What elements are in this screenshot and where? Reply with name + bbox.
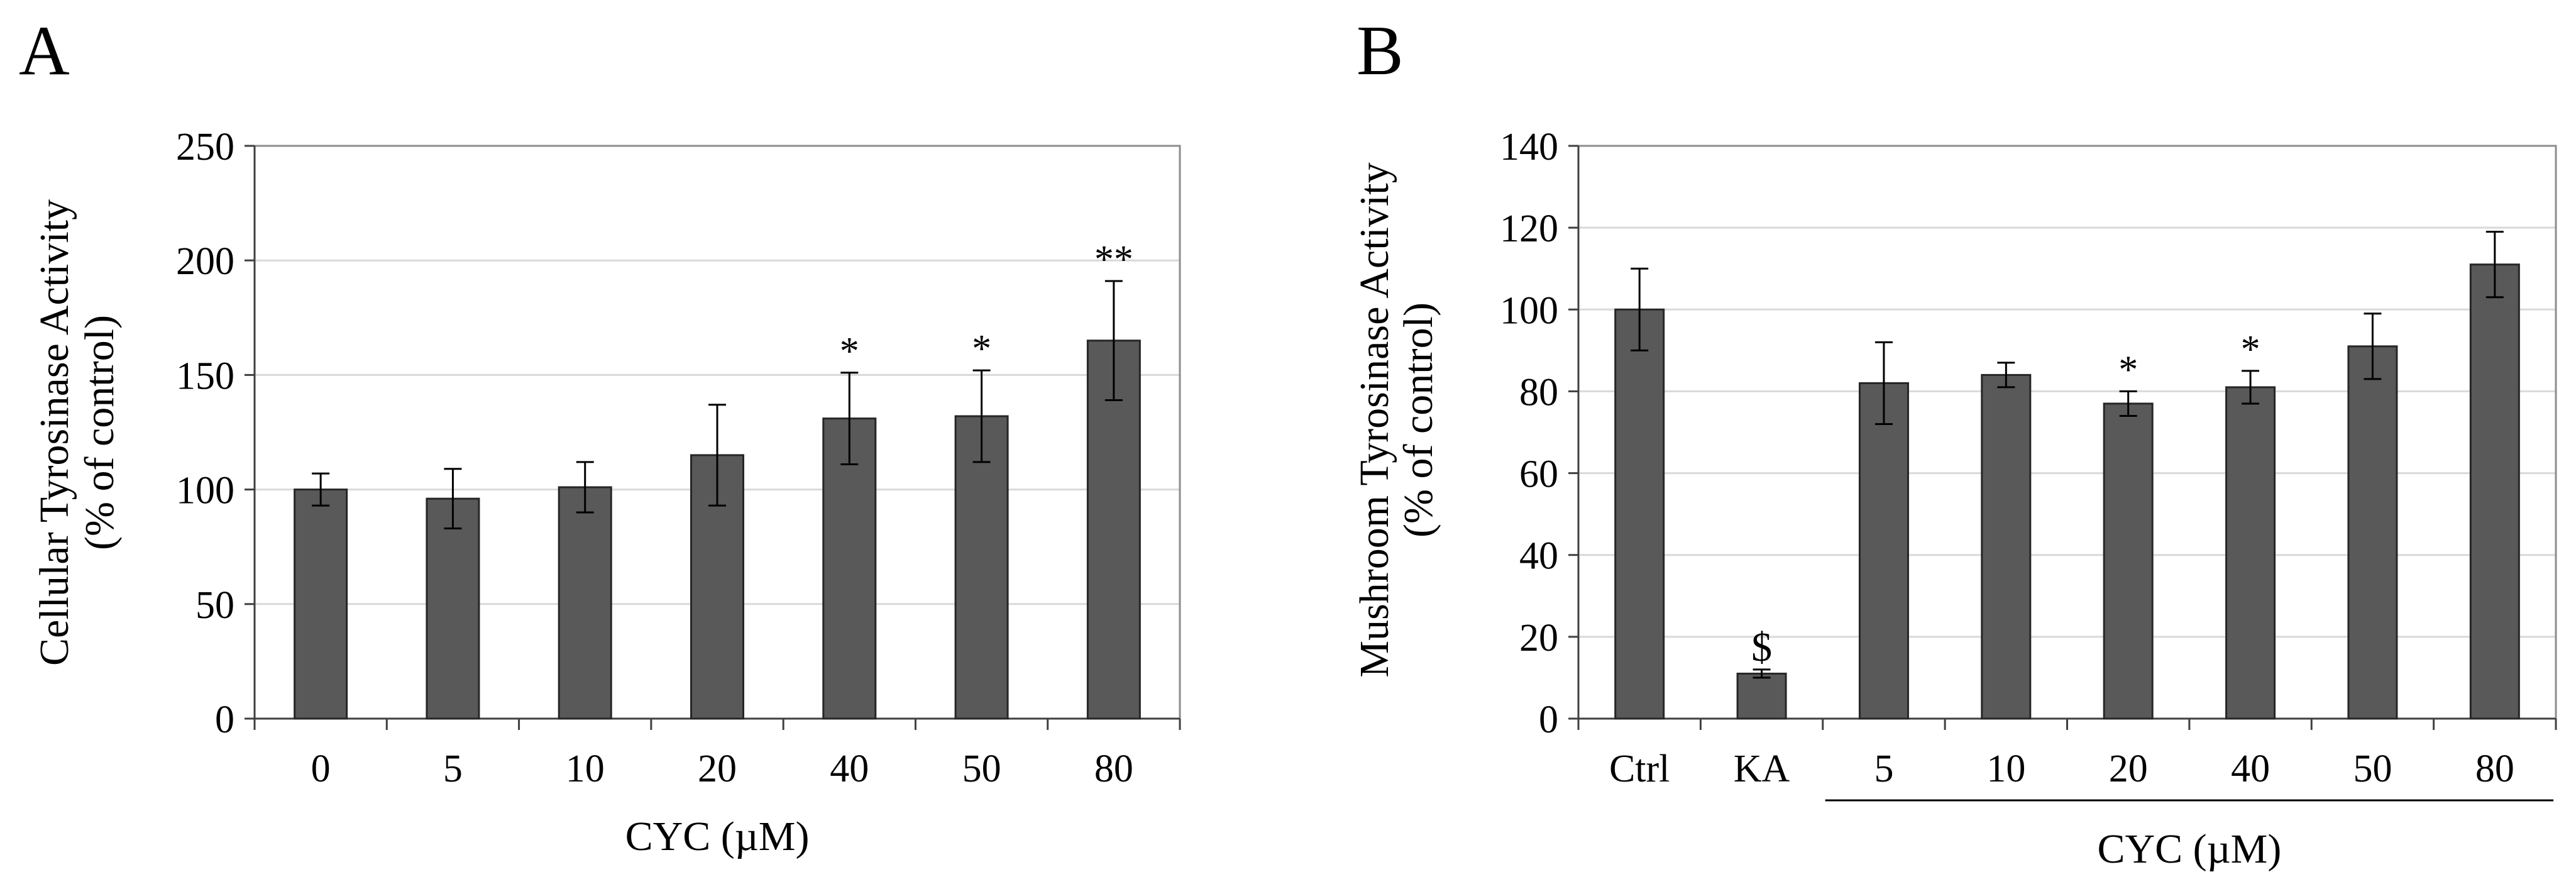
chart-panel-a: A 0 50 100 150 200 250 0 5 10 20 * 40 * 50 ** 80 Cellular… <box>19 12 1181 859</box>
y-tick-label: 20 <box>1519 617 1558 660</box>
bar-ka <box>1736 672 1787 720</box>
y-tick-label: 140 <box>1500 126 1558 168</box>
bar-50 <box>2347 345 2398 720</box>
y-tick-label: 40 <box>1519 535 1558 578</box>
x-tick-label: KA <box>1734 748 1790 790</box>
bar-5 <box>1858 382 1909 720</box>
bar-80 <box>1086 340 1141 720</box>
bar-20 <box>2103 402 2154 720</box>
significance-marker: * <box>972 328 991 370</box>
x-tick-label: 40 <box>830 748 869 790</box>
significance-marker: $ <box>1751 624 1772 670</box>
x-tick-label: 5 <box>1874 748 1893 790</box>
y-tick-label: 80 <box>1519 371 1558 414</box>
x-tick-label: 10 <box>1986 748 2025 790</box>
x-tick-label: 80 <box>1094 748 1133 790</box>
panel-label: B <box>1357 12 1404 90</box>
x-tick-label: Ctrl <box>1609 748 1670 790</box>
x-tick-label: 5 <box>443 748 463 790</box>
y-tick-label: 200 <box>176 240 234 283</box>
bar-0 <box>294 489 348 720</box>
bar-10 <box>1981 373 2032 720</box>
bar-50 <box>954 415 1009 720</box>
significance-marker: * <box>840 330 859 373</box>
significance-marker: * <box>2118 348 2138 391</box>
bar-40 <box>2225 386 2276 720</box>
x-tick-label: 20 <box>2109 748 2148 790</box>
y-tick-label: 250 <box>176 126 234 168</box>
y-axis-label: Mushroom Tyrosinase Activity <box>1351 162 1397 677</box>
x-axis-label: CYC (µM) <box>625 814 810 859</box>
significance-marker: ** <box>1094 238 1133 281</box>
x-tick-label: 0 <box>311 748 331 790</box>
bar-10 <box>558 486 612 720</box>
bar-ctrl <box>1614 308 1665 720</box>
panel-label: A <box>19 12 70 90</box>
plot-frame <box>1577 145 2557 720</box>
y-tick-label: 120 <box>1500 207 1558 250</box>
y-tick-label: 150 <box>176 355 234 397</box>
significance-marker: * <box>2241 328 2260 371</box>
x-tick-label: 80 <box>2475 748 2514 790</box>
y-tick-label: 60 <box>1519 453 1558 496</box>
y-tick-label: 100 <box>176 470 234 512</box>
y-axis-label: Cellular Tyrosinase Activity <box>31 199 77 666</box>
x-tick-label: 50 <box>962 748 1001 790</box>
x-axis-label: CYC (µM) <box>2097 826 2281 872</box>
bar-5 <box>426 497 480 720</box>
y-tick-label: 100 <box>1500 289 1558 332</box>
y-tick-label: 0 <box>1539 698 1558 741</box>
bar-80 <box>2469 263 2520 720</box>
x-tick-label: 10 <box>566 748 605 790</box>
x-tick-label: 50 <box>2353 748 2392 790</box>
y-axis-label-units: (% of control) <box>1395 302 1441 538</box>
y-axis-label-units: (% of control) <box>77 315 123 550</box>
x-tick-label: 20 <box>698 748 737 790</box>
y-tick-label: 50 <box>195 584 234 627</box>
x-tick-label: 40 <box>2231 748 2270 790</box>
chart-panel-b: B 0 20 40 60 80 100 120 140 Ctrl $ KA 5 10 * 20 * 40 50 80 M… <box>1351 12 2557 872</box>
bar-40 <box>822 417 877 720</box>
y-tick-label: 0 <box>215 698 234 741</box>
